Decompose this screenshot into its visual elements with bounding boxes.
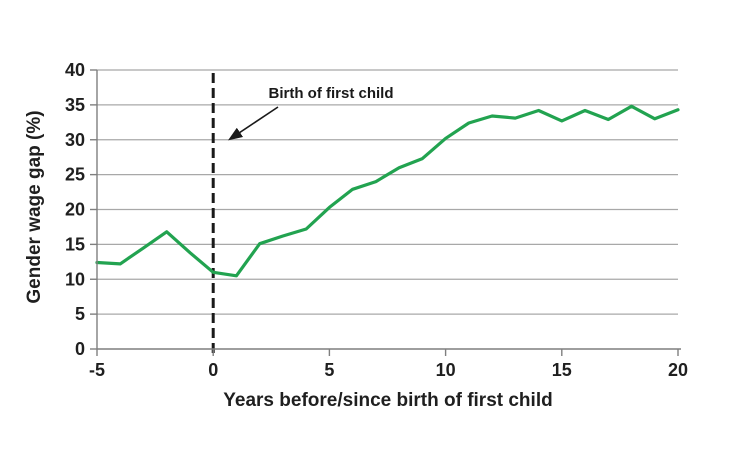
x-tick-label: 20 bbox=[668, 360, 688, 380]
y-tick-label: 5 bbox=[75, 304, 85, 324]
y-tick-label: 25 bbox=[65, 165, 85, 185]
y-tick-label: 30 bbox=[65, 130, 85, 150]
wage-gap-series-line bbox=[95, 104, 680, 278]
x-tick-label: 0 bbox=[208, 360, 218, 380]
x-tick-label: 10 bbox=[436, 360, 456, 380]
axes bbox=[90, 69, 681, 356]
y-tick-label: 20 bbox=[65, 200, 85, 220]
y-tick-label: 10 bbox=[65, 269, 85, 289]
y-tick-label: 35 bbox=[65, 95, 85, 115]
y-tick-label: 0 bbox=[75, 339, 85, 359]
y-axis-title: Gender wage gap (%) bbox=[24, 110, 45, 303]
x-tick-label: 15 bbox=[552, 360, 572, 380]
y-tick-label: 15 bbox=[65, 234, 85, 254]
annotation-arrow bbox=[228, 106, 279, 141]
gridlines bbox=[97, 69, 678, 315]
data-series-layer bbox=[95, 104, 680, 278]
annotation-label: Birth of first child bbox=[269, 85, 394, 102]
x-tick-label: 5 bbox=[324, 360, 334, 380]
x-axis-title: Years before/since birth of first child bbox=[223, 390, 552, 411]
y-tick-label: 40 bbox=[65, 60, 85, 80]
x-tick-label: -5 bbox=[89, 360, 105, 380]
